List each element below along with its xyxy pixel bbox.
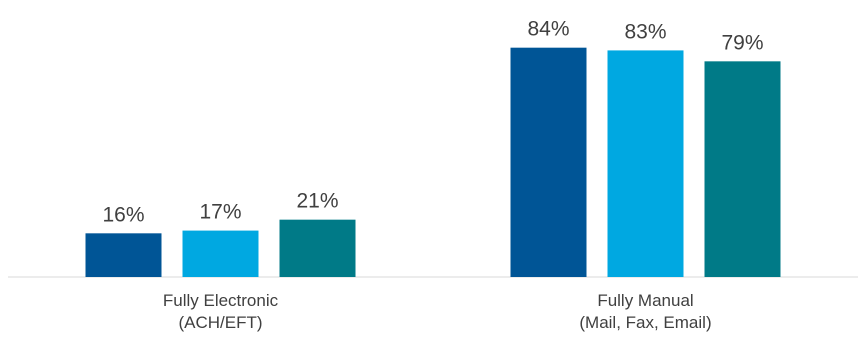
value-label-0-2: 21%: [296, 190, 338, 213]
bar-1-1: [607, 50, 684, 277]
bar-0-0: [85, 233, 162, 277]
category-label-line: Fully Electronic: [163, 291, 279, 310]
bar-1-2: [704, 61, 781, 277]
value-label-1-2: 79%: [721, 31, 763, 54]
bar-0-2: [279, 219, 356, 277]
category-label-1: Fully Manual (Mail, Fax, Email): [579, 291, 711, 332]
category-labels-group: Fully Electronic (ACH/EFT) Fully Manual (Ma…: [163, 291, 712, 332]
bars-group: [85, 47, 781, 278]
bar-0-1: [182, 230, 259, 277]
category-label-line: Fully Manual: [597, 291, 693, 310]
value-label-1-1: 83%: [624, 20, 666, 43]
value-labels-group: 16% 17% 21% 84% 83% 79%: [102, 18, 763, 227]
value-label-0-1: 17%: [199, 201, 241, 224]
category-label-0: Fully Electronic (ACH/EFT): [163, 291, 279, 332]
category-label-line: (ACH/EFT): [178, 313, 262, 332]
value-label-1-0: 84%: [527, 18, 569, 41]
category-label-line: (Mail, Fax, Email): [579, 313, 711, 332]
bar-1-0: [510, 47, 587, 278]
value-label-0-0: 16%: [102, 203, 144, 226]
